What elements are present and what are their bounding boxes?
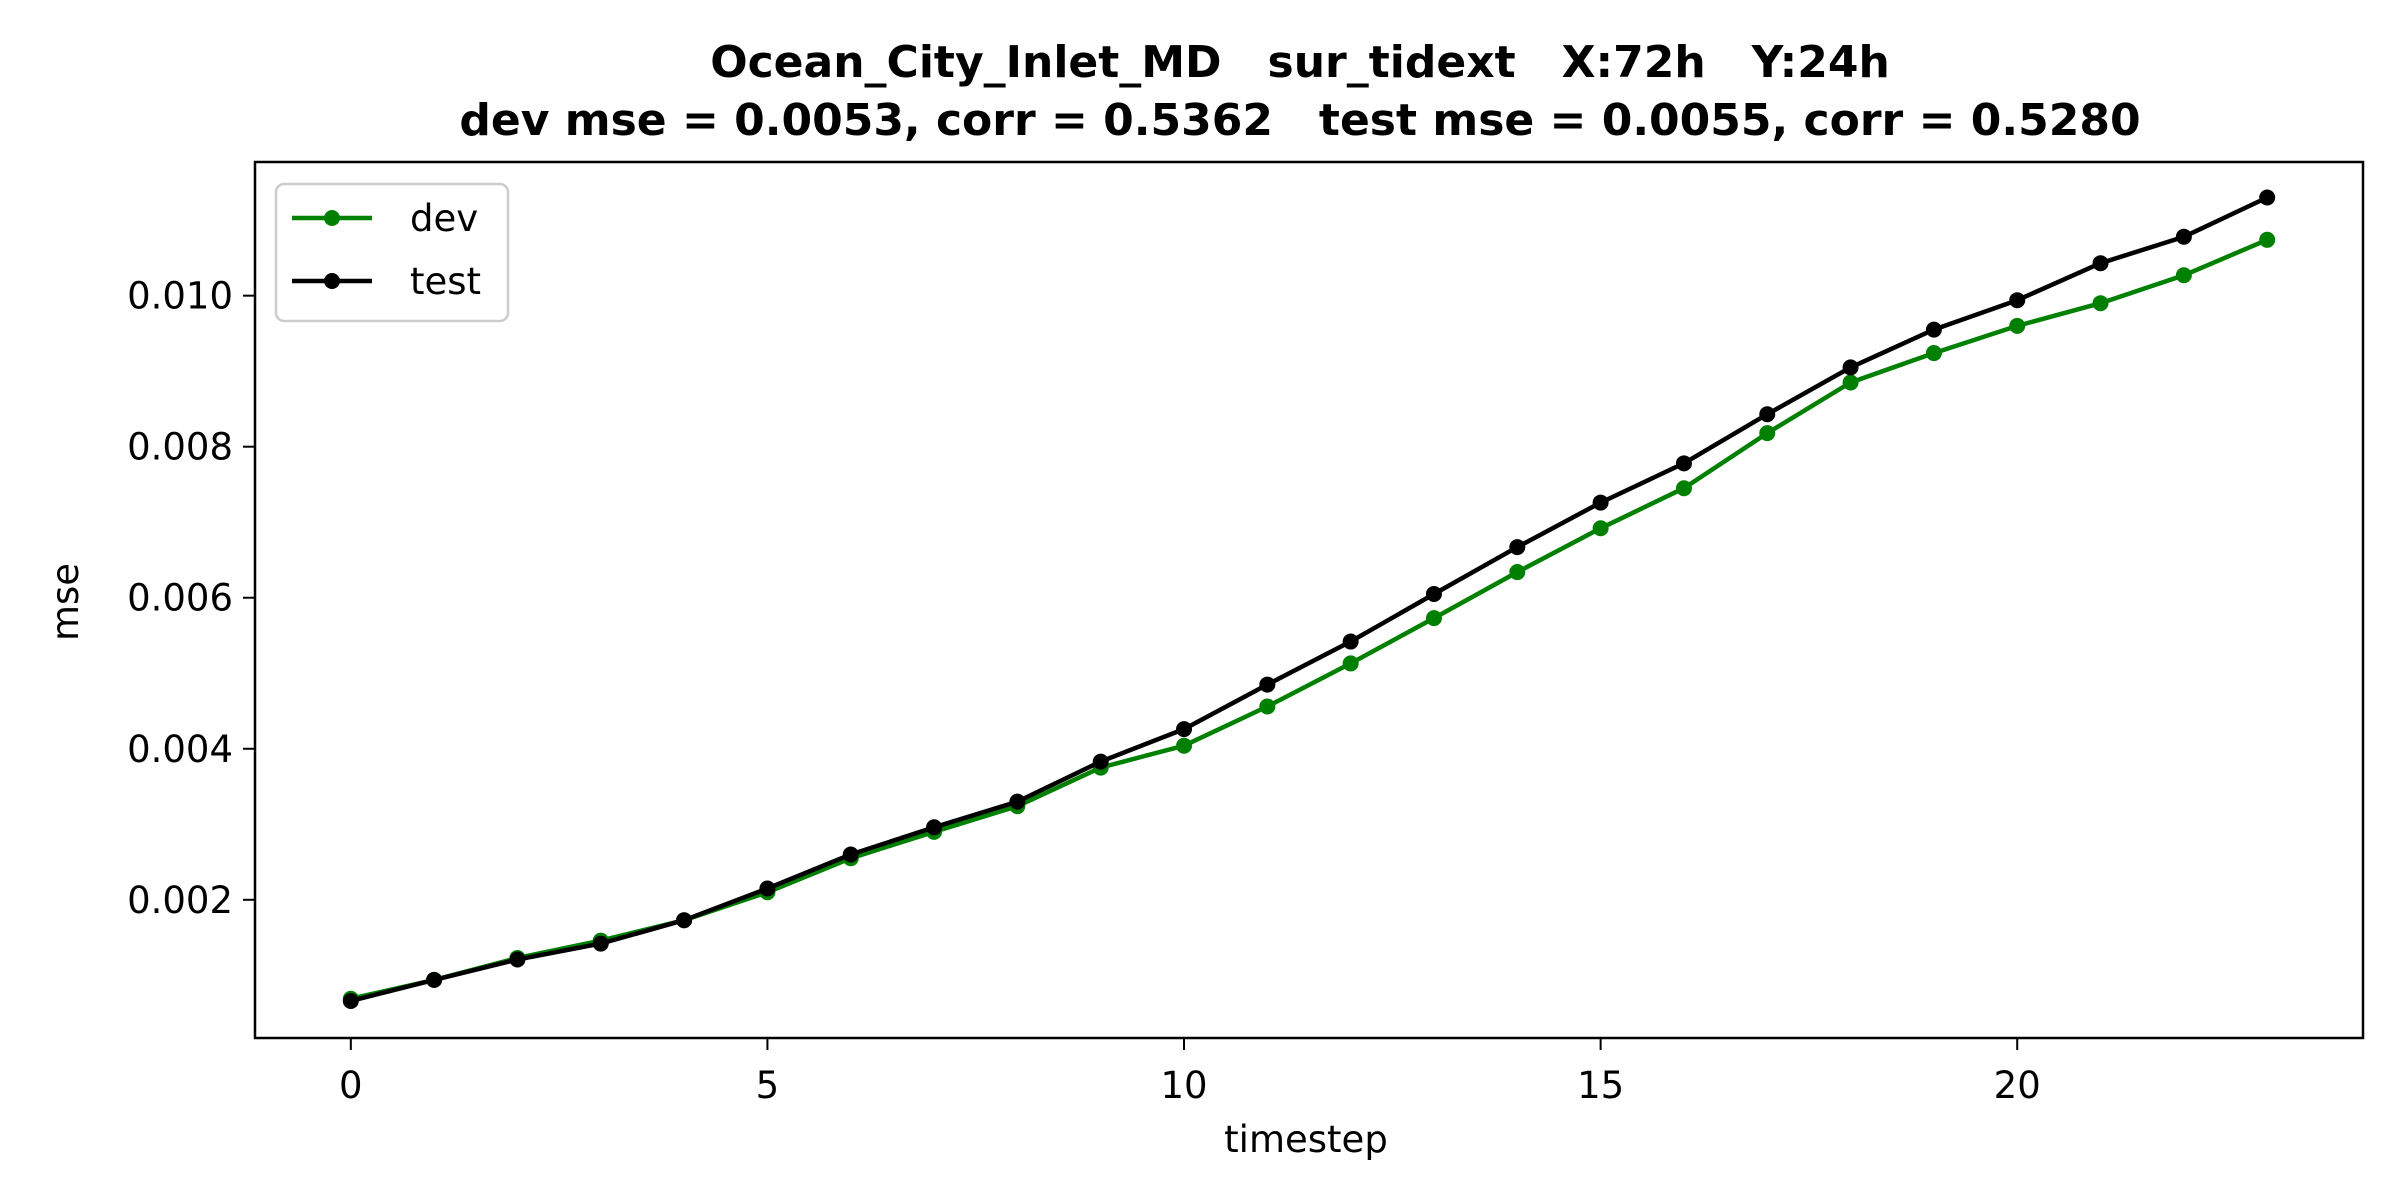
data-point-test (426, 971, 443, 988)
plot-area (253, 160, 2365, 1040)
data-point-test (759, 880, 776, 897)
x-tick-label: 5 (756, 1064, 780, 1107)
legend-item-test: test (292, 260, 481, 303)
x-tick-label: 0 (339, 1064, 363, 1107)
data-point-test (1925, 321, 1942, 338)
y-axis-label: mse (44, 563, 87, 641)
data-point-dev (2259, 231, 2276, 248)
data-point-dev (1675, 480, 1692, 497)
data-point-dev (1925, 345, 1942, 362)
data-point-test (1759, 406, 1776, 423)
data-point-test (1342, 633, 1359, 650)
data-point-test (2009, 292, 2026, 309)
data-point-test (1842, 359, 1859, 376)
data-point-test (2175, 228, 2192, 245)
data-point-test (1009, 793, 1026, 810)
data-point-test (509, 951, 526, 968)
legend-marker-dev (324, 210, 340, 226)
y-tick-label: 0.010 (127, 275, 233, 318)
data-point-test (1592, 494, 1609, 511)
data-point-dev (2175, 267, 2192, 284)
data-point-test (2092, 255, 2109, 272)
legend: dev test (274, 182, 510, 323)
data-point-test (1425, 585, 1442, 602)
data-point-test (592, 935, 609, 952)
data-point-dev (1176, 737, 1193, 754)
data-point-test (2259, 189, 2276, 206)
x-tick-label: 10 (1160, 1064, 1207, 1107)
data-point-dev (2009, 317, 2026, 334)
series-layer (342, 189, 2276, 1009)
data-point-test (1675, 455, 1692, 472)
data-point-test (842, 846, 859, 863)
data-point-test (926, 819, 943, 836)
legend-label-test: test (410, 260, 481, 303)
legend-marker-test (324, 273, 340, 289)
data-point-dev (1342, 655, 1359, 672)
y-tick-label: 0.002 (127, 879, 233, 922)
series-line-test (350, 195, 2269, 1004)
legend-label-dev: dev (410, 197, 478, 240)
data-point-dev (1259, 698, 1276, 715)
data-point-test (1176, 721, 1193, 738)
data-point-test (1259, 676, 1276, 693)
y-axis: 0.002 0.004 0.006 0.008 0.010 (127, 275, 255, 922)
data-point-test (1092, 753, 1109, 770)
x-axis: 0 5 10 15 20 (339, 1038, 2041, 1107)
data-point-dev (1759, 425, 1776, 442)
data-point-test (342, 992, 359, 1009)
data-point-dev (1425, 610, 1442, 627)
legend-item-dev: dev (292, 197, 478, 240)
data-point-dev (1592, 520, 1609, 537)
plot-frame (253, 160, 2365, 1040)
y-tick-label: 0.004 (127, 728, 233, 771)
y-tick-label: 0.008 (127, 426, 233, 469)
data-point-test (1509, 539, 1526, 556)
data-point-dev (1509, 564, 1526, 581)
chart-title-line1: Ocean_City_Inlet_MD sur_tidext X:72h Y:2… (710, 37, 1890, 88)
x-tick-label: 15 (1577, 1064, 1624, 1107)
series-test (342, 189, 2276, 1009)
chart-title-line2: dev mse = 0.0053, corr = 0.5362 test mse… (459, 95, 2140, 146)
data-point-test (676, 912, 693, 929)
x-axis-label: timestep (1224, 1118, 1388, 1161)
data-point-dev (1842, 374, 1859, 391)
y-tick-label: 0.006 (127, 577, 233, 620)
data-point-dev (2092, 295, 2109, 312)
x-tick-label: 20 (1994, 1064, 2041, 1107)
